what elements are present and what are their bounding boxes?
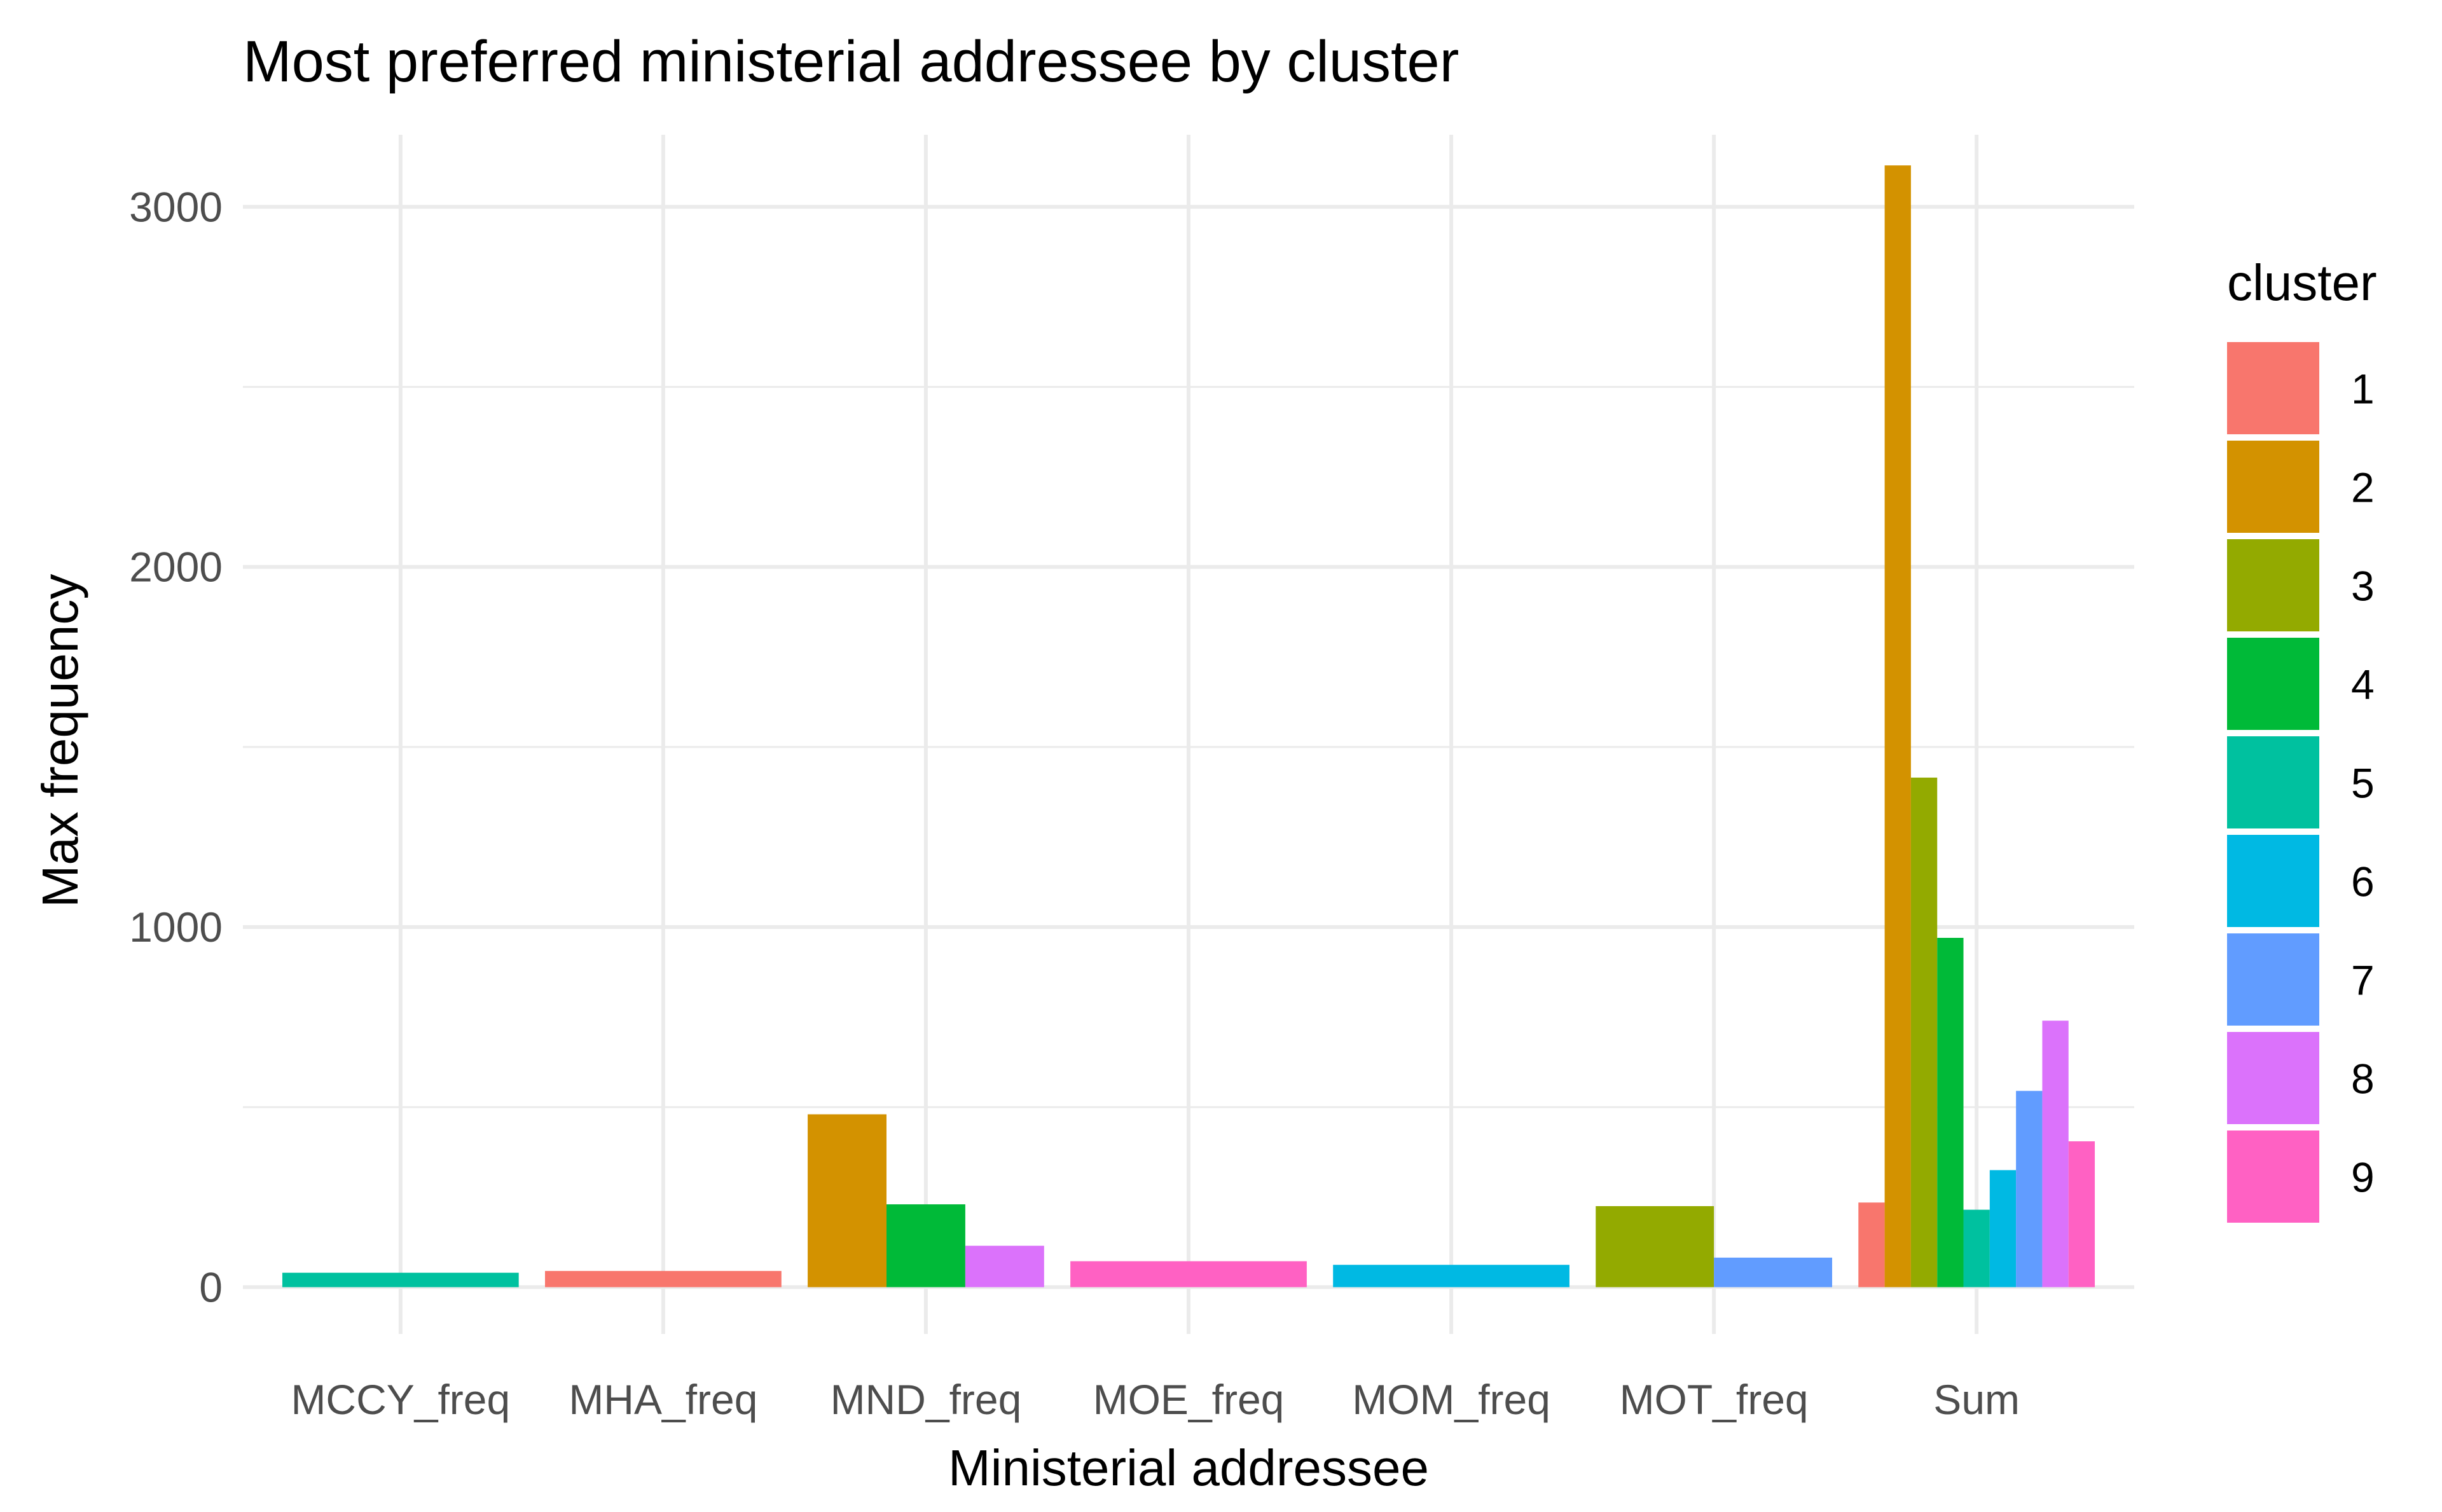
bar-Sum-cluster-8 bbox=[2042, 1021, 2069, 1288]
bar-Sum-cluster-2 bbox=[1884, 165, 1911, 1288]
x-tick-label: MCCY_freq bbox=[291, 1376, 510, 1423]
bar-Sum-cluster-6 bbox=[1989, 1170, 2017, 1288]
y-tick-label: 2000 bbox=[129, 544, 223, 591]
axis-layer: 0 1000 2000 3000 MCCY_freq MHA_freq MND_freq MO… bbox=[129, 183, 2020, 1423]
bar-Sum-cluster-3 bbox=[1910, 777, 1938, 1288]
legend-key-1 bbox=[2227, 342, 2319, 434]
chart-title: Most preferred ministerial addressee by … bbox=[243, 29, 1459, 94]
bar-MOT_freq-cluster-7 bbox=[1714, 1257, 1832, 1288]
bar-MOM_freq-cluster-6 bbox=[1333, 1265, 1569, 1288]
legend-key-3 bbox=[2227, 539, 2319, 631]
legend-key-5 bbox=[2227, 736, 2319, 828]
y-tick-label: 1000 bbox=[129, 904, 223, 951]
legend-label-6: 6 bbox=[2351, 858, 2375, 905]
bar-MND_freq-cluster-8 bbox=[965, 1246, 1044, 1288]
legend-key-2 bbox=[2227, 441, 2319, 533]
legend-key-9 bbox=[2227, 1131, 2319, 1223]
y-tick-label: 0 bbox=[199, 1263, 223, 1310]
x-axis-title: Ministerial addressee bbox=[948, 1440, 1429, 1496]
x-tick-label: MOE_freq bbox=[1093, 1376, 1285, 1423]
bars-layer bbox=[282, 165, 2095, 1288]
bar-Sum-cluster-1 bbox=[1858, 1202, 1885, 1288]
legend-items: 1 2 3 4 5 6 7 8 9 bbox=[2227, 342, 2375, 1223]
y-axis-title: Max frequency bbox=[32, 574, 88, 908]
x-tick-label: Sum bbox=[1933, 1376, 2020, 1423]
legend-key-4 bbox=[2227, 638, 2319, 730]
bar-MHA_freq-cluster-1 bbox=[545, 1270, 782, 1288]
grid-layer bbox=[243, 135, 2134, 1334]
legend-label-9: 9 bbox=[2351, 1154, 2375, 1201]
legend-key-8 bbox=[2227, 1032, 2319, 1124]
x-tick-label: MHA_freq bbox=[569, 1376, 757, 1423]
legend-label-1: 1 bbox=[2351, 366, 2375, 413]
legend-title: cluster bbox=[2227, 254, 2377, 311]
y-tick-label: 3000 bbox=[129, 183, 223, 230]
legend-label-3: 3 bbox=[2351, 563, 2375, 610]
legend-label-8: 8 bbox=[2351, 1055, 2375, 1103]
legend-key-7 bbox=[2227, 933, 2319, 1026]
bar-Sum-cluster-5 bbox=[1963, 1209, 1990, 1288]
x-tick-label: MOT_freq bbox=[1620, 1376, 1809, 1423]
bar-Sum-cluster-7 bbox=[2016, 1090, 2043, 1288]
bar-Sum-cluster-9 bbox=[2068, 1141, 2095, 1288]
legend-label-2: 2 bbox=[2351, 464, 2375, 511]
bar-Sum-cluster-4 bbox=[1937, 937, 1964, 1288]
x-tick-label: MND_freq bbox=[831, 1376, 1022, 1423]
legend: cluster 1 2 3 4 5 6 7 8 9 bbox=[2227, 254, 2377, 1223]
legend-label-5: 5 bbox=[2351, 760, 2375, 807]
legend-label-7: 7 bbox=[2351, 957, 2375, 1004]
bar-MOE_freq-cluster-9 bbox=[1070, 1261, 1307, 1288]
bar-MCCY_freq-cluster-5 bbox=[282, 1272, 519, 1288]
bar-MND_freq-cluster-2 bbox=[808, 1114, 886, 1288]
bar-MOT_freq-cluster-3 bbox=[1596, 1206, 1714, 1288]
legend-label-4: 4 bbox=[2351, 661, 2375, 708]
x-tick-label: MOM_freq bbox=[1352, 1376, 1550, 1423]
bar-MND_freq-cluster-4 bbox=[886, 1204, 965, 1288]
legend-key-6 bbox=[2227, 835, 2319, 927]
